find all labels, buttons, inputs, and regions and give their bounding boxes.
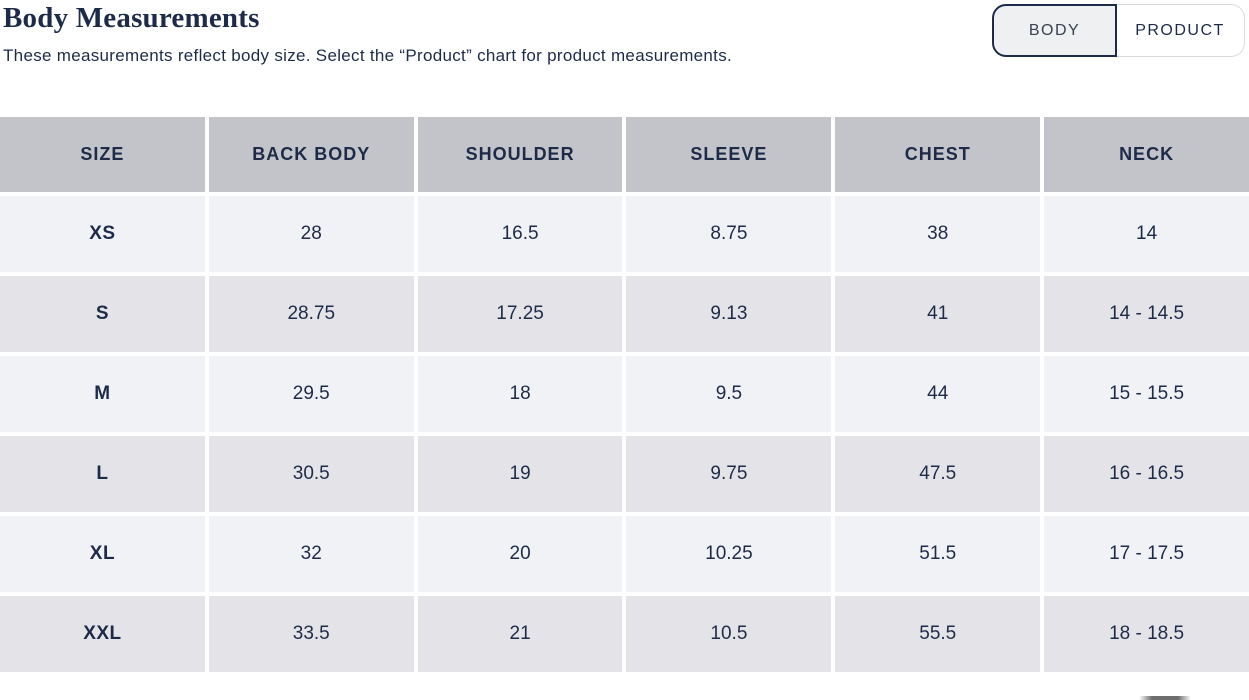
page-header: Body Measurements These measurements ref…	[3, 0, 963, 72]
table-cell: 16.5	[417, 196, 623, 272]
column-header-sleeve: SLEEVE	[626, 117, 832, 192]
table-cell: 9.5	[626, 356, 832, 432]
table-cell: 19	[417, 436, 623, 512]
size-label: XS	[0, 196, 205, 272]
table-cell: 9.13	[626, 276, 832, 352]
size-label: L	[0, 436, 205, 512]
table-cell: 10.25	[626, 516, 832, 592]
column-header-neck: NECK	[1044, 117, 1249, 192]
size-label: XXL	[0, 596, 205, 672]
table-cell: 10.5	[626, 596, 832, 672]
table-cell: 14 - 14.5	[1044, 276, 1249, 352]
toggle-product-button[interactable]: PRODUCT	[1116, 4, 1245, 57]
measurements-table: SIZE BACK BODY SHOULDER SLEEVE CHEST NEC…	[0, 117, 1249, 672]
size-label: M	[0, 356, 205, 432]
table-cell: 9.75	[626, 436, 832, 512]
table-cell: 17 - 17.5	[1044, 516, 1249, 592]
toggle-body-button[interactable]: BODY	[992, 4, 1117, 57]
table-cell: 44	[835, 356, 1041, 432]
table-cell: 20	[417, 516, 623, 592]
size-label: XL	[0, 516, 205, 592]
table-cell: 33.5	[208, 596, 414, 672]
table-cell: 8.75	[626, 196, 832, 272]
column-header-chest: CHEST	[835, 117, 1041, 192]
table-cell: 18 - 18.5	[1044, 596, 1249, 672]
column-header-shoulder: SHOULDER	[417, 117, 623, 192]
table-cell: 47.5	[835, 436, 1041, 512]
page-title: Body Measurements	[3, 2, 260, 34]
table-cell: 21	[417, 596, 623, 672]
table-cell: 28	[208, 196, 414, 272]
table-cell: 28.75	[208, 276, 414, 352]
table-cell: 51.5	[835, 516, 1041, 592]
table-cell: 16 - 16.5	[1044, 436, 1249, 512]
table-cell: 15 - 15.5	[1044, 356, 1249, 432]
table-cell: 41	[835, 276, 1041, 352]
table-cell: 32	[208, 516, 414, 592]
table-cell: 55.5	[835, 596, 1041, 672]
table-cell: 17.25	[417, 276, 623, 352]
partially-visible-element	[1139, 696, 1191, 700]
table-cell: 38	[835, 196, 1041, 272]
table-cell: 14	[1044, 196, 1249, 272]
column-header-size: SIZE	[0, 117, 205, 192]
page-description: These measurements reflect body size. Se…	[3, 46, 733, 65]
column-header-back-body: BACK BODY	[208, 117, 414, 192]
table-cell: 29.5	[208, 356, 414, 432]
table-cell: 30.5	[208, 436, 414, 512]
size-label: S	[0, 276, 205, 352]
table-cell: 18	[417, 356, 623, 432]
chart-type-toggle: BODY PRODUCT	[992, 4, 1245, 57]
